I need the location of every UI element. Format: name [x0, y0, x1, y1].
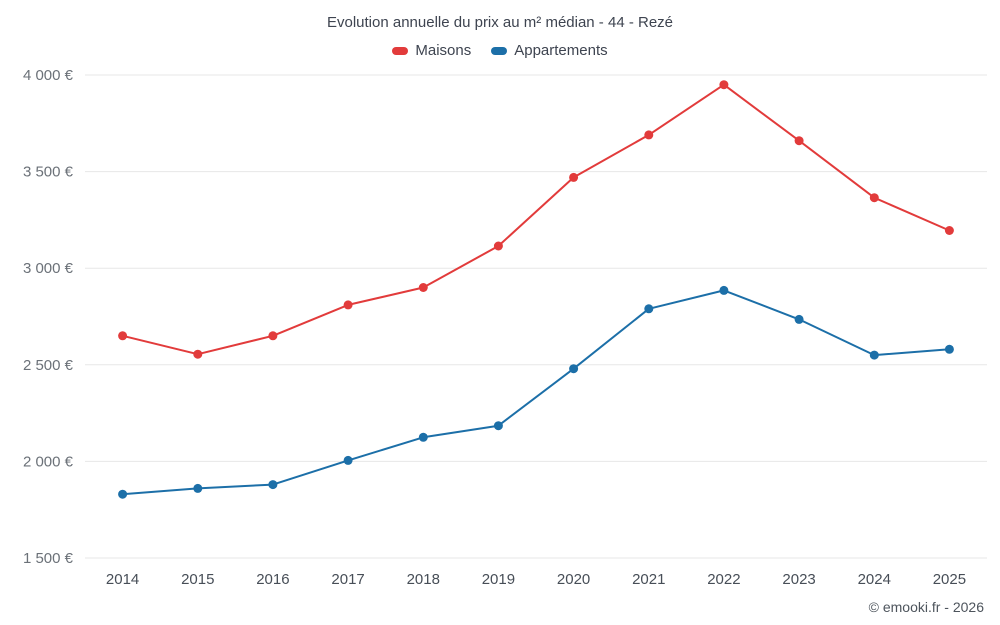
- appartements-swatch-icon: [491, 46, 508, 55]
- x-tick-label: 2023: [782, 571, 815, 588]
- legend-item-maisons[interactable]: Maisons: [392, 42, 471, 59]
- x-tick-label: 2018: [407, 571, 440, 588]
- data-point-appartements-2021[interactable]: [644, 304, 654, 314]
- y-tick-label: 4 000 €: [23, 67, 74, 84]
- data-point-maisons-2018[interactable]: [418, 283, 428, 292]
- legend-label-appartements: Appartements: [514, 42, 608, 59]
- x-tick-label: 2015: [181, 571, 214, 588]
- chart-legend: Maisons Appartements: [0, 42, 1000, 59]
- x-tick-label: 2021: [632, 571, 665, 588]
- x-tick-label: 2014: [106, 571, 139, 588]
- data-point-appartements-2025[interactable]: [944, 344, 954, 354]
- data-point-maisons-2014[interactable]: [118, 331, 128, 341]
- y-tick-label: 2 000 €: [23, 453, 74, 470]
- chart-footer-credit: © emooki.fr - 2026: [868, 599, 984, 615]
- y-tick-label: 3 500 €: [23, 164, 74, 181]
- data-point-appartements-2019[interactable]: [493, 421, 503, 431]
- maisons-swatch-icon: [392, 46, 409, 55]
- data-point-maisons-2024[interactable]: [869, 193, 879, 203]
- legend-label-maisons: Maisons: [415, 42, 472, 59]
- series-line-appartements: [121, 289, 951, 496]
- x-tick-label: 2019: [482, 571, 515, 588]
- legend-item-appartements[interactable]: Appartements: [491, 42, 608, 59]
- data-point-appartements-2020[interactable]: [569, 364, 579, 374]
- data-point-appartements-2015[interactable]: [193, 483, 203, 493]
- data-point-maisons-2025[interactable]: [944, 226, 954, 235]
- x-tick-label: 2025: [933, 571, 966, 588]
- y-tick-label: 1 500 €: [23, 550, 74, 567]
- x-tick-label: 2022: [707, 571, 740, 588]
- data-point-maisons-2015[interactable]: [193, 349, 203, 359]
- y-tick-label: 2 500 €: [23, 357, 74, 374]
- data-point-maisons-2021[interactable]: [644, 130, 654, 140]
- data-point-maisons-2020[interactable]: [569, 172, 579, 182]
- y-tick-label: 3 000 €: [23, 260, 74, 277]
- data-point-appartements-2014[interactable]: [118, 489, 128, 499]
- x-tick-label: 2017: [331, 571, 364, 588]
- data-point-appartements-2024[interactable]: [869, 350, 879, 360]
- data-point-maisons-2022[interactable]: [719, 80, 729, 90]
- data-point-appartements-2023[interactable]: [794, 314, 804, 324]
- data-point-maisons-2016[interactable]: [268, 331, 278, 341]
- x-tick-label: 2020: [557, 571, 590, 588]
- chart-title: Evolution annuelle du prix au m² médian …: [326, 14, 674, 31]
- x-tick-label: 2024: [858, 571, 891, 588]
- x-tick-label: 2016: [256, 571, 289, 588]
- data-point-appartements-2018[interactable]: [418, 432, 428, 442]
- data-point-appartements-2016[interactable]: [268, 480, 278, 490]
- data-point-maisons-2023[interactable]: [794, 136, 804, 146]
- series-line-maisons: [121, 83, 951, 356]
- data-point-appartements-2017[interactable]: [343, 455, 353, 465]
- data-point-maisons-2017[interactable]: [343, 300, 353, 310]
- data-point-appartements-2022[interactable]: [719, 285, 729, 295]
- data-point-maisons-2019[interactable]: [493, 241, 503, 251]
